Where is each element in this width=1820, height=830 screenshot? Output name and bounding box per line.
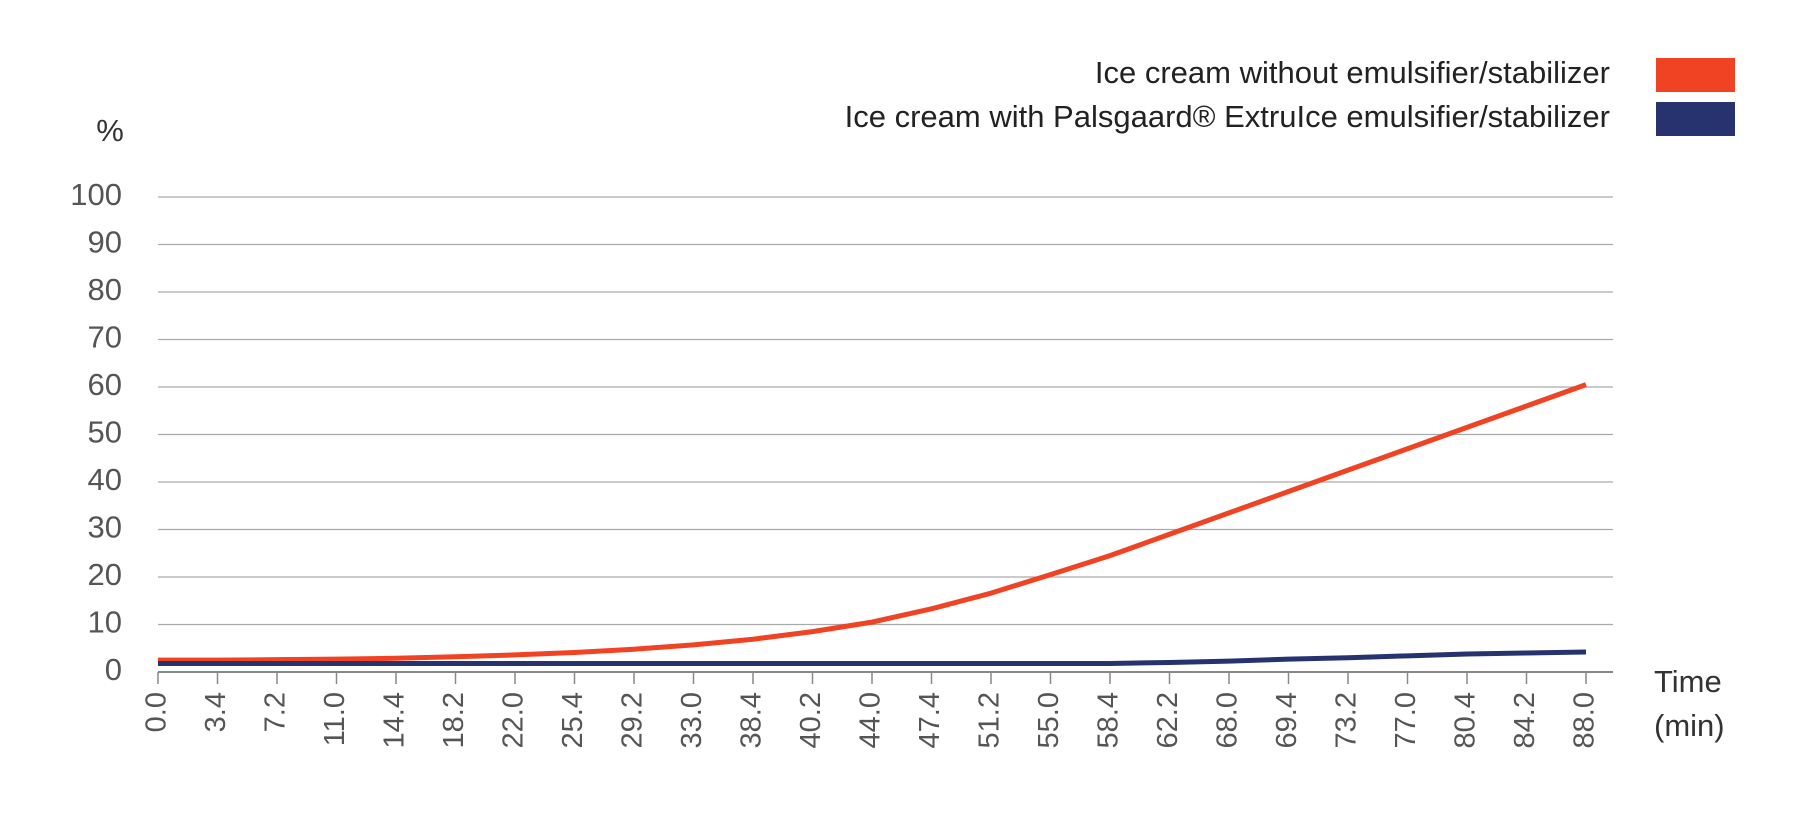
line-series bbox=[158, 649, 1587, 666]
legend-swatch bbox=[1656, 58, 1735, 92]
x-tick-label: 40.2 bbox=[795, 692, 827, 748]
x-tick-label: 14.4 bbox=[379, 692, 411, 748]
x-tick-label: 33.0 bbox=[676, 692, 708, 748]
x-tick-label: 84.2 bbox=[1509, 692, 1541, 748]
x-tick-label: 77.0 bbox=[1390, 692, 1422, 748]
x-tick-label: 68.0 bbox=[1212, 692, 1244, 748]
y-tick-label: 80 bbox=[88, 272, 122, 307]
y-axis-label: % bbox=[96, 113, 124, 148]
legend-swatch bbox=[1656, 102, 1735, 136]
y-tick-label: 90 bbox=[88, 225, 122, 260]
x-tick-label: 7.2 bbox=[260, 692, 292, 732]
y-tick-label: 30 bbox=[88, 510, 122, 545]
x-tick-label: 0.0 bbox=[141, 692, 173, 732]
legend-label: Ice cream with Palsgaard® ExtruIce emuls… bbox=[845, 99, 1610, 134]
x-tick-label: 62.2 bbox=[1152, 692, 1184, 748]
x-tick-label: 47.4 bbox=[914, 692, 946, 748]
x-tick-label: 55.0 bbox=[1033, 692, 1065, 748]
y-tick-label: 0 bbox=[105, 652, 122, 687]
x-axis-label: Time (min) bbox=[1654, 664, 1725, 743]
y-tick-label: 40 bbox=[88, 462, 122, 497]
legend-label: Ice cream without emulsifier/stabilizer bbox=[1095, 55, 1610, 90]
y-tick-label: 50 bbox=[88, 415, 122, 450]
y-tick-label: 70 bbox=[88, 320, 122, 355]
y-tick-label: 60 bbox=[88, 367, 122, 402]
x-tick-label: 29.2 bbox=[617, 692, 649, 748]
x-tick-label: 22.0 bbox=[498, 692, 530, 748]
x-tick-label: 80.4 bbox=[1450, 692, 1482, 748]
x-tick-label: 25.4 bbox=[557, 692, 589, 748]
x-tick-label: 69.4 bbox=[1271, 692, 1303, 748]
line-series bbox=[158, 382, 1587, 663]
y-tick-label: 10 bbox=[88, 605, 122, 640]
x-tick-label: 51.2 bbox=[974, 692, 1006, 748]
x-tick-label: 38.4 bbox=[736, 692, 768, 748]
y-tick-label: 100 bbox=[70, 177, 122, 212]
x-tick-label: 3.4 bbox=[200, 692, 232, 732]
x-tick-label: 18.2 bbox=[438, 692, 470, 748]
x-tick-label: 44.0 bbox=[855, 692, 887, 748]
x-tick-label: 73.2 bbox=[1331, 692, 1363, 748]
x-tick-label: 11.0 bbox=[319, 692, 351, 746]
x-tick-label: 88.0 bbox=[1569, 692, 1601, 748]
x-tick-label: 58.4 bbox=[1093, 692, 1125, 748]
y-tick-label: 20 bbox=[88, 557, 122, 592]
